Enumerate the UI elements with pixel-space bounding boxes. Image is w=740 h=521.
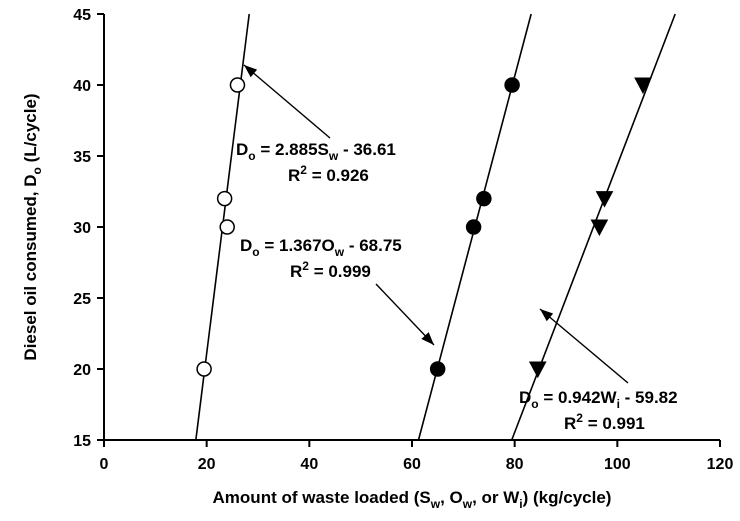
annotation-arrows <box>243 64 629 384</box>
equation-3: Do = 0.942Wi - 59.82 <box>519 388 678 411</box>
x-tick-label: 40 <box>300 456 318 473</box>
data-point-series-1 <box>196 361 212 377</box>
equation-2: Do = 1.367Ow - 68.75 <box>240 236 402 259</box>
data-point-series-1 <box>229 77 246 93</box>
data-point-series-2 <box>476 190 492 207</box>
data-point-series-3 <box>590 219 609 237</box>
data-markers <box>196 77 652 379</box>
y-tick-label: 35 <box>73 149 91 166</box>
axis-ticks: 0 20 40 60 80 100 120 15 20 25 30 35 40 45 <box>73 7 733 473</box>
arrow-equation-1 <box>243 64 331 139</box>
data-point-series-3 <box>634 77 652 95</box>
data-point-series-2 <box>429 361 446 377</box>
data-point-series-2 <box>504 77 520 93</box>
y-tick-label: 45 <box>73 7 91 24</box>
x-tick-label: 0 <box>100 456 109 473</box>
data-point-series-3 <box>528 361 547 379</box>
x-tick-label: 80 <box>506 456 524 473</box>
r2-3: R2 = 0.991 <box>564 411 645 433</box>
arrow-equation-3-head <box>540 309 554 322</box>
data-point-series-1 <box>219 219 235 235</box>
data-point-series-3 <box>595 191 614 208</box>
arrow-equation-2 <box>375 283 435 346</box>
arrow-equation-1-head <box>244 65 258 78</box>
y-axis-label: Diesel oil consumed, Do (L/cycle) <box>21 93 44 360</box>
x-axis-label: Amount of waste loaded (Sw, Ow, or Wi) (… <box>213 488 612 511</box>
x-tick-label: 60 <box>403 456 421 473</box>
r2-1: R2 = 0.926 <box>288 163 369 185</box>
y-tick-label: 30 <box>73 220 91 237</box>
arrow-equation-3 <box>539 308 629 384</box>
x-tick-label: 120 <box>707 456 734 473</box>
y-tick-label: 40 <box>73 78 91 95</box>
arrow-equation-2-head <box>421 332 434 345</box>
r2-2: R2 = 0.999 <box>290 259 371 281</box>
y-tick-label: 15 <box>73 433 91 450</box>
y-tick-label: 20 <box>73 362 91 379</box>
data-point-series-2 <box>465 219 482 235</box>
data-point-series-1 <box>216 190 233 207</box>
equation-1: Do = 2.885Sw - 36.61 <box>236 140 396 163</box>
x-tick-label: 20 <box>198 456 216 473</box>
y-tick-label: 25 <box>73 291 91 308</box>
x-tick-label: 100 <box>604 456 631 473</box>
